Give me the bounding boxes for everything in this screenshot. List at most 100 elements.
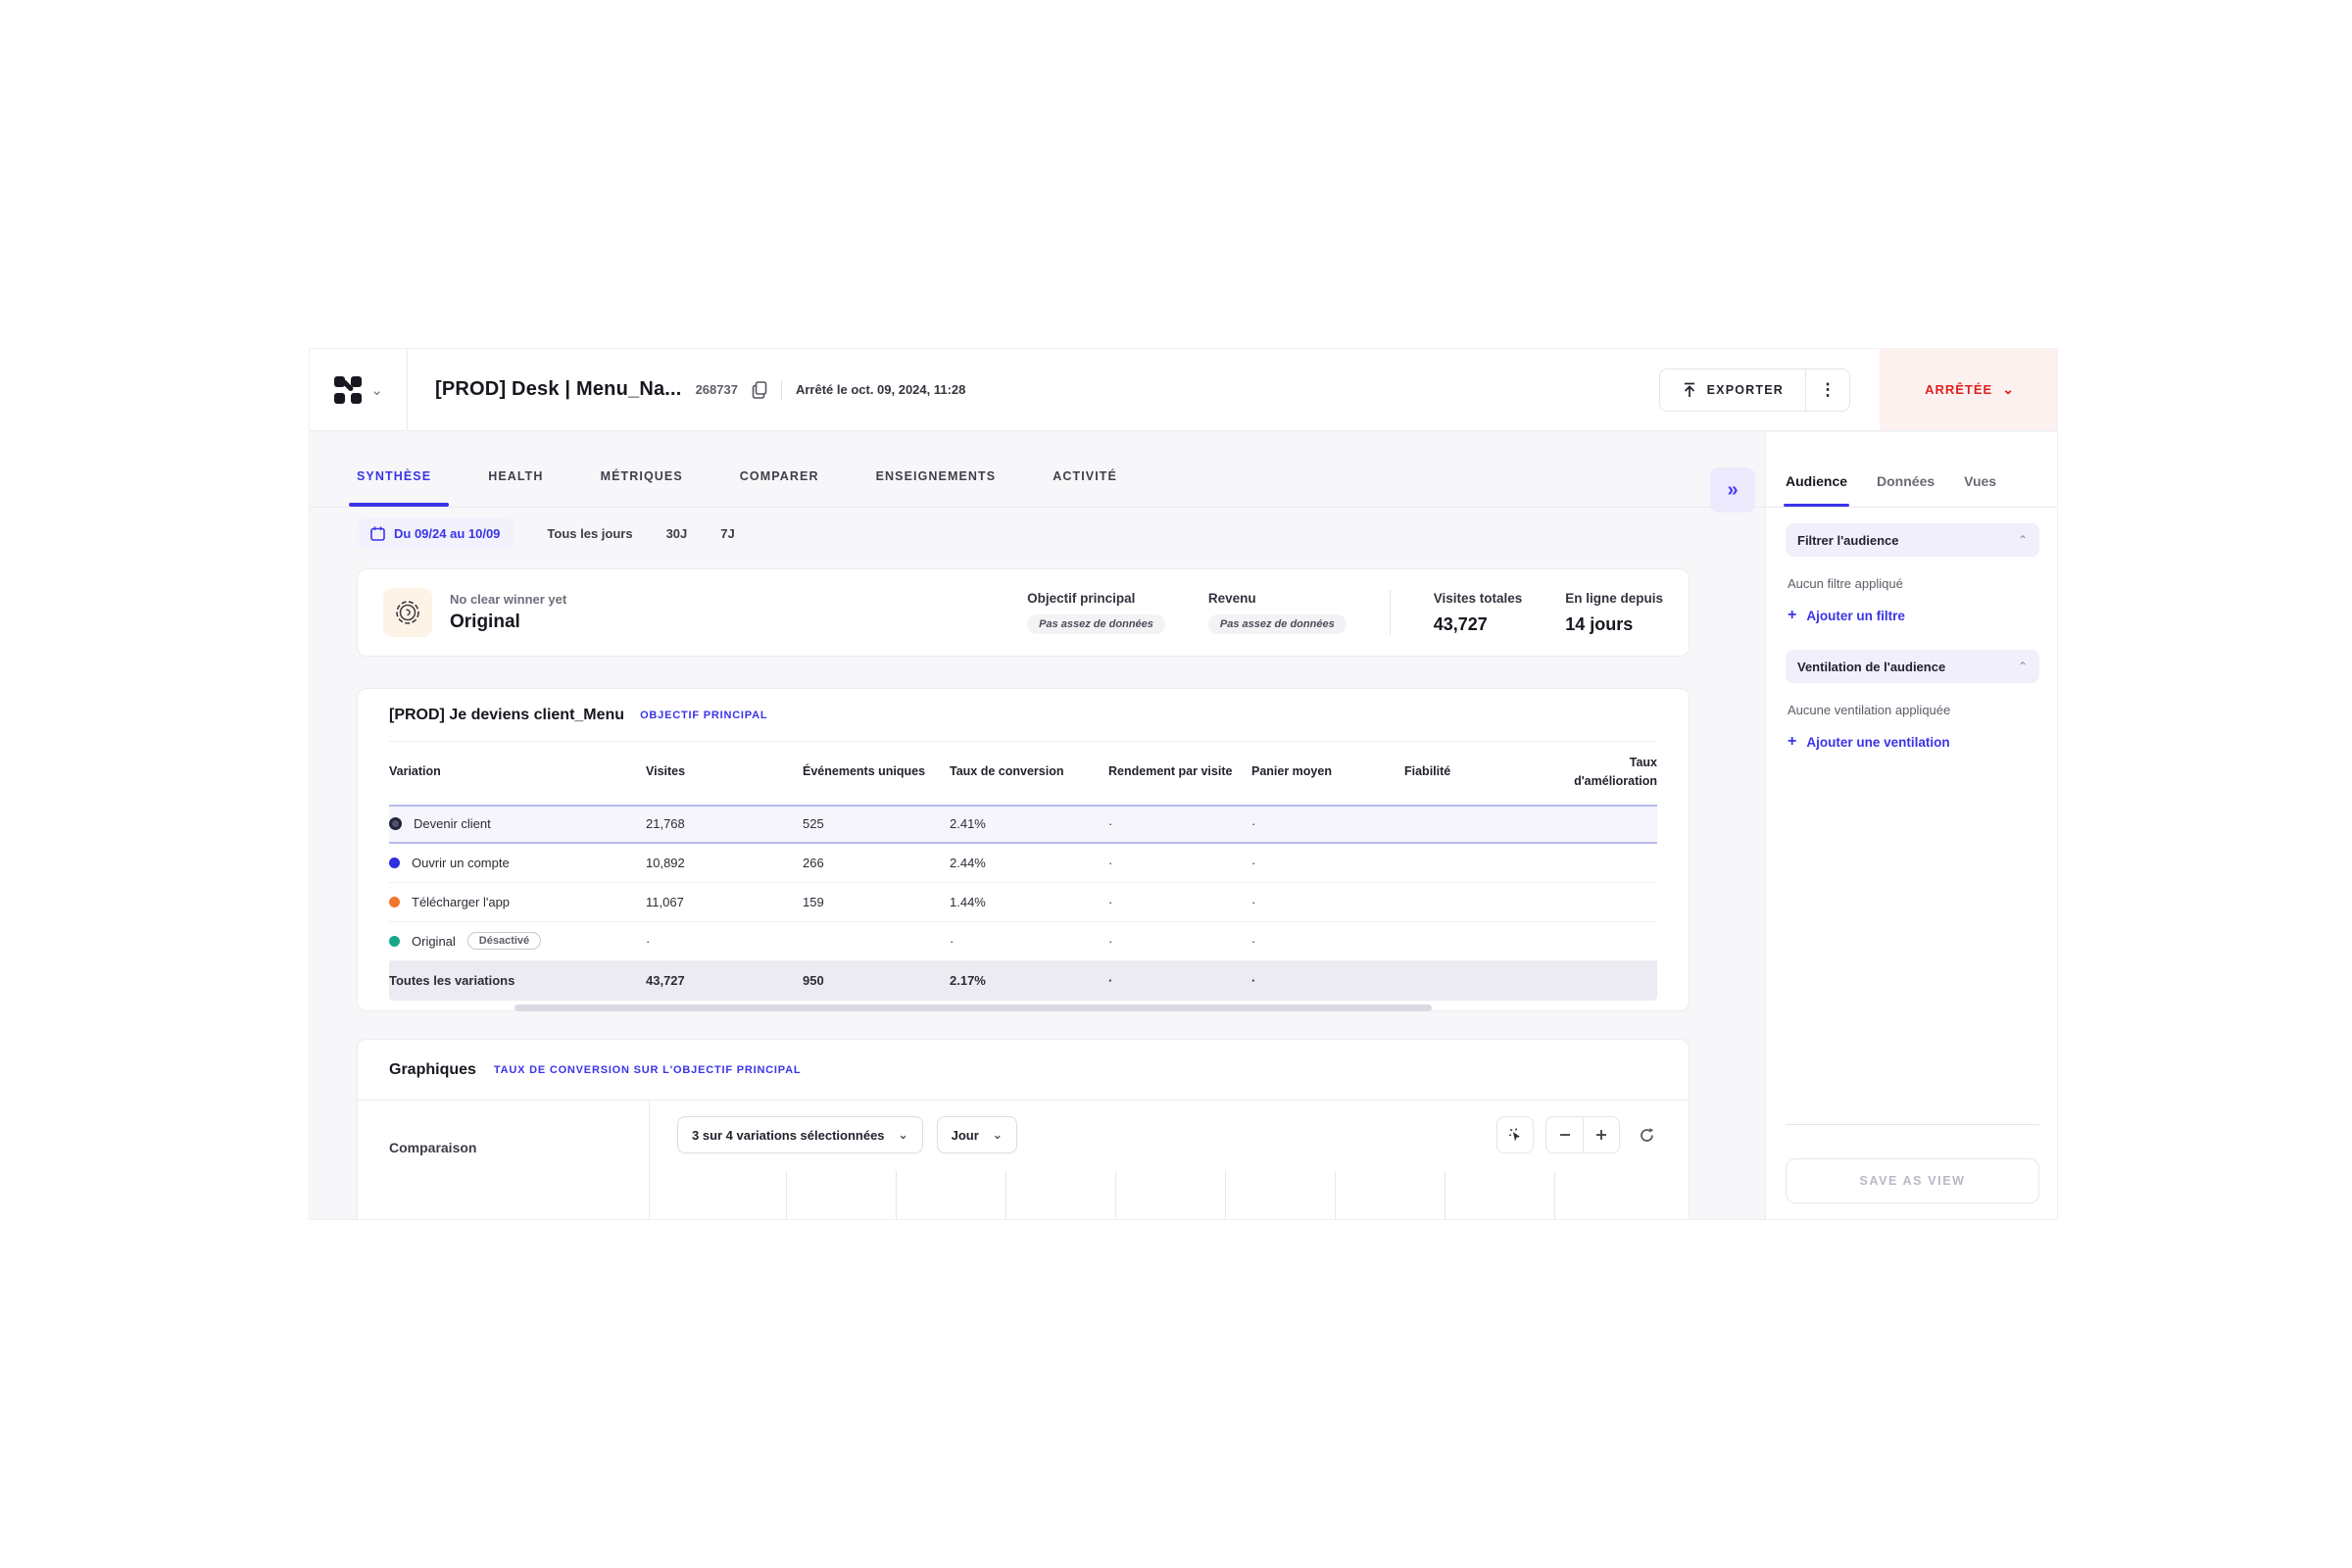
table-hscroll-thumb[interactable]: [514, 1004, 1432, 1011]
refresh-icon: [1639, 1127, 1655, 1144]
zoom-out-button[interactable]: [1545, 1116, 1583, 1153]
variation-color-dot: [389, 896, 400, 907]
reset-zoom-button[interactable]: [1632, 1116, 1661, 1153]
col-rendement: Rendement par visite: [1108, 764, 1233, 779]
winner-info: No clear winner yet Original: [450, 592, 566, 633]
table-row-devenir-client[interactable]: Devenir client 21,768 525 2.41% · ·: [389, 804, 1657, 844]
sidebar-footer: SAVE AS VIEW: [1786, 1124, 2039, 1203]
rendement-cell: ·: [1108, 933, 1113, 949]
col-evenements: Événements uniques: [803, 764, 926, 779]
charts-card: Graphiques TAUX DE CONVERSION SUR L'OBJE…: [357, 1039, 1690, 1219]
filter-all-days[interactable]: Tous les jours: [547, 526, 633, 541]
visites-cell: 21,768: [646, 816, 685, 831]
chart-toolbar: [1496, 1116, 1661, 1153]
evenements-cell: 159: [803, 894, 824, 909]
chevron-up-icon: ⌃: [2017, 533, 2028, 547]
granularity-select[interactable]: Jour ⌄: [936, 1116, 1017, 1153]
report-tabs: SYNTHÈSE HEALTH MÉTRIQUES COMPARER ENSEI…: [310, 432, 1765, 508]
variation-name-cell: Devenir client: [389, 816, 646, 831]
col-variation: Variation: [389, 764, 441, 779]
chevron-down-icon: ⌄: [992, 1128, 1003, 1142]
conversion-cell: 1.44%: [950, 894, 986, 909]
experiment-header: [PROD] Desk | Menu_Na... 268737 Arrêté l…: [408, 378, 1659, 401]
variations-table-card: [PROD] Je deviens client_Menu OBJECTIF P…: [357, 688, 1690, 1011]
conversion-chart-area[interactable]: [677, 1171, 1661, 1219]
tab-comparer[interactable]: COMPARER: [739, 469, 819, 483]
app-menu-button[interactable]: ⌄: [310, 349, 408, 430]
tab-enseignements[interactable]: ENSEIGNEMENTS: [875, 469, 997, 483]
chart-controls: 3 sur 4 variations sélectionnées ⌄ Jour …: [677, 1116, 1017, 1153]
tab-synthese[interactable]: SYNTHÈSE: [348, 469, 450, 507]
export-button[interactable]: EXPORTER: [1658, 368, 1805, 412]
audience-breakdown-section-header[interactable]: Ventilation de l'audience ⌃: [1786, 650, 2039, 683]
panier-cell: ·: [1251, 933, 1256, 949]
evenements-cell: 266: [803, 855, 824, 870]
experiment-status-dropdown[interactable]: ARRÊTÉE ⌄: [1880, 349, 2057, 430]
zoom-controls: [1545, 1116, 1620, 1153]
main-content: SYNTHÈSE HEALTH MÉTRIQUES COMPARER ENSEI…: [310, 432, 1765, 1219]
visites-cell: 43,727: [646, 973, 685, 988]
vertical-divider: [1389, 590, 1391, 635]
minus-icon: [1558, 1128, 1572, 1142]
experiment-title: [PROD] Desk | Menu_Na...: [435, 378, 682, 400]
col-amelioration: Taux d'amélioration: [1574, 756, 1657, 788]
tab-health[interactable]: HEALTH: [488, 469, 544, 483]
pan-cursor-icon: [1507, 1127, 1524, 1144]
panier-cell: ·: [1251, 816, 1256, 831]
copy-icon[interactable]: [752, 380, 767, 399]
charts-metric-badge[interactable]: TAUX DE CONVERSION SUR L'OBJECTIF PRINCI…: [493, 1063, 802, 1076]
table-row-total: Toutes les variations 43,727 950 2.17% ·…: [389, 960, 1657, 1001]
variations-select-value: 3 sur 4 variations sélectionnées: [692, 1127, 885, 1143]
sidebar-tab-audience[interactable]: Audience: [1783, 473, 1850, 507]
chevron-down-icon: ⌄: [2002, 381, 2014, 397]
variation-name: Devenir client: [414, 816, 491, 831]
save-as-view-button[interactable]: SAVE AS VIEW: [1786, 1158, 2039, 1203]
table-row-ouvrir-compte[interactable]: Ouvrir un compte 10,892 266 2.44% · ·: [389, 844, 1657, 883]
chevron-up-icon: ⌃: [2017, 660, 2028, 673]
filter-30-days[interactable]: 30J: [665, 526, 688, 541]
summary-card: No clear winner yet Original Objectif pr…: [357, 568, 1690, 657]
filter-audience-section-header[interactable]: Filtrer l'audience ⌃: [1786, 523, 2039, 557]
zoom-in-button[interactable]: [1583, 1116, 1620, 1153]
date-range-label: Du 09/24 au 10/09: [394, 526, 501, 541]
conversion-cell: 2.17%: [950, 973, 986, 988]
add-filter-button[interactable]: + Ajouter un filtre: [1788, 607, 2039, 624]
app-logo-icon: [333, 375, 363, 405]
metric-online-since: En ligne depuis 14 jours: [1565, 591, 1663, 635]
table-row-telecharger-app[interactable]: Télécharger l'app 11,067 159 1.44% · ·: [389, 883, 1657, 922]
tab-activite[interactable]: ACTIVITÉ: [1053, 469, 1117, 483]
metric-label: En ligne depuis: [1565, 590, 1663, 606]
visites-cell: 10,892: [646, 855, 685, 870]
main-goal-badge[interactable]: OBJECTIF PRINCIPAL: [640, 709, 768, 721]
variation-name: Télécharger l'app: [412, 894, 511, 909]
collapse-sidebar-button[interactable]: »: [1710, 467, 1755, 513]
stopped-date: Arrêté le oct. 09, 2024, 11:28: [795, 382, 966, 397]
table-row-original[interactable]: Original Désactivé · · · ·: [389, 922, 1657, 961]
filter-7-days[interactable]: 7J: [720, 526, 735, 541]
sidebar-tab-donnees[interactable]: Données: [1877, 473, 1936, 489]
tab-metriques[interactable]: MÉTRIQUES: [600, 469, 683, 483]
winner-status: No clear winner yet: [450, 592, 567, 607]
pan-tool-button[interactable]: [1496, 1116, 1534, 1153]
rendement-cell: ·: [1108, 816, 1113, 831]
section-title: Filtrer l'audience: [1797, 532, 1899, 548]
conversion-cell: ·: [950, 933, 955, 949]
evenements-cell: 525: [803, 816, 824, 831]
rendement-cell: ·: [1108, 973, 1113, 988]
panier-cell: ·: [1251, 973, 1256, 988]
date-range-picker[interactable]: Du 09/24 au 10/09: [357, 518, 514, 549]
no-breakdown-text: Aucune ventilation appliquée: [1788, 703, 1951, 717]
variation-name: Ouvrir un compte: [412, 855, 510, 870]
metric-value-pill: Pas assez de données: [1207, 614, 1347, 634]
variations-select[interactable]: 3 sur 4 variations sélectionnées ⌄: [677, 1116, 923, 1153]
plus-icon: [1594, 1128, 1608, 1142]
sidebar-tab-vues[interactable]: Vues: [1964, 473, 1997, 489]
more-options-button[interactable]: ⋮: [1805, 368, 1850, 412]
double-chevron-right-icon: »: [1727, 478, 1739, 501]
col-conversion: Taux de conversion: [950, 764, 1064, 779]
export-group: EXPORTER ⋮: [1658, 368, 1850, 412]
winner-name: Original: [450, 612, 520, 632]
add-breakdown-button[interactable]: + Ajouter une ventilation: [1788, 733, 2039, 751]
charts-title: Graphiques: [389, 1060, 476, 1078]
sidebar-tabs: Audience Données Vues: [1766, 432, 2057, 508]
